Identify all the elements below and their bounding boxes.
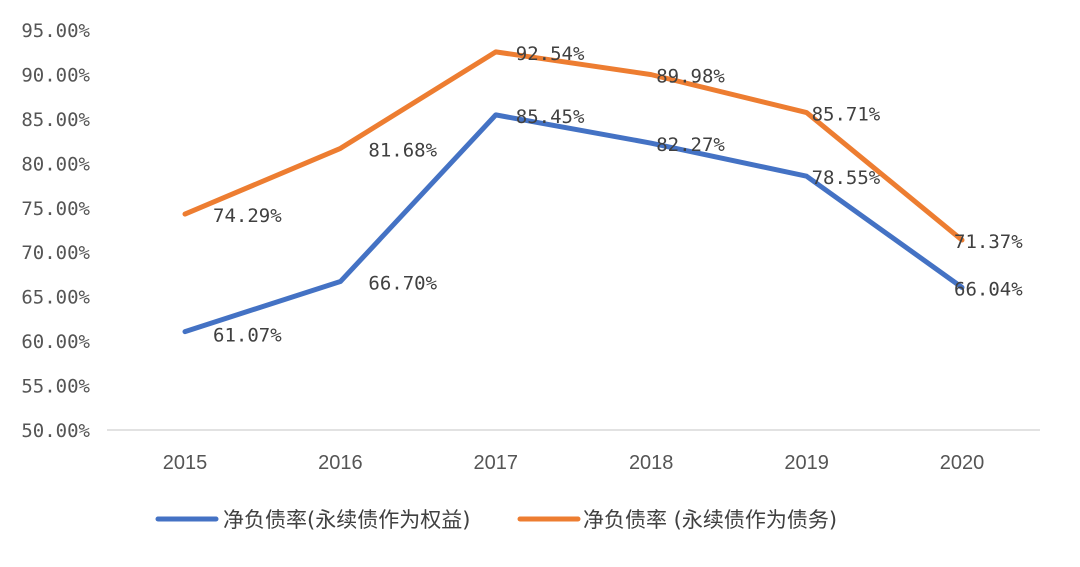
y-tick-label: 95.00%: [21, 20, 90, 42]
data-label: 66.04%: [954, 278, 1023, 300]
y-tick-label: 75.00%: [21, 198, 90, 220]
series-group: [182, 49, 965, 335]
x-tick-label: 2017: [474, 452, 519, 474]
data-label: 85.45%: [516, 106, 585, 128]
y-tick-label: 55.00%: [21, 376, 90, 398]
y-tick-label: 60.00%: [21, 331, 90, 353]
x-tick-label: 2020: [940, 452, 985, 474]
y-tick-label: 85.00%: [21, 109, 90, 131]
y-tick-label: 50.00%: [21, 420, 90, 442]
data-label: 78.55%: [812, 167, 881, 189]
data-label: 81.68%: [368, 139, 437, 161]
data-label: 61.07%: [213, 325, 282, 347]
x-tick-label: 2018: [629, 452, 674, 474]
x-axis: 2015 2016 2017 2018 2019 2020: [163, 452, 985, 474]
x-tick-label: 2016: [318, 452, 363, 474]
data-label: 66.70%: [368, 273, 437, 295]
data-label: 89.98%: [656, 66, 725, 88]
series-line-1: [182, 112, 965, 335]
data-labels: 61.07% 66.70% 85.45% 82.27% 78.55% 66.04% 74.2…: [213, 43, 1023, 347]
data-label: 74.29%: [213, 205, 282, 227]
data-label: 85.71%: [812, 104, 881, 126]
legend: 净负债率(永续债作为权益) 净负债率 (永续债作为债务): [155, 508, 837, 532]
data-label: 92.54%: [516, 43, 585, 65]
y-axis: 50.00% 55.00% 60.00% 65.00% 70.00% 75.00% 80.0…: [21, 20, 90, 442]
x-tick-label: 2015: [163, 452, 208, 474]
y-tick-label: 80.00%: [21, 153, 90, 175]
y-tick-label: 65.00%: [21, 287, 90, 309]
data-label: 82.27%: [656, 134, 725, 156]
y-tick-label: 70.00%: [21, 242, 90, 264]
y-tick-label: 90.00%: [21, 64, 90, 86]
x-tick-label: 2019: [784, 452, 829, 474]
series-line-2: [182, 49, 965, 243]
legend-label: 净负债率 (永续债作为债务): [583, 508, 837, 532]
data-label: 71.37%: [954, 231, 1023, 253]
legend-label: 净负债率(永续债作为权益): [223, 508, 470, 532]
